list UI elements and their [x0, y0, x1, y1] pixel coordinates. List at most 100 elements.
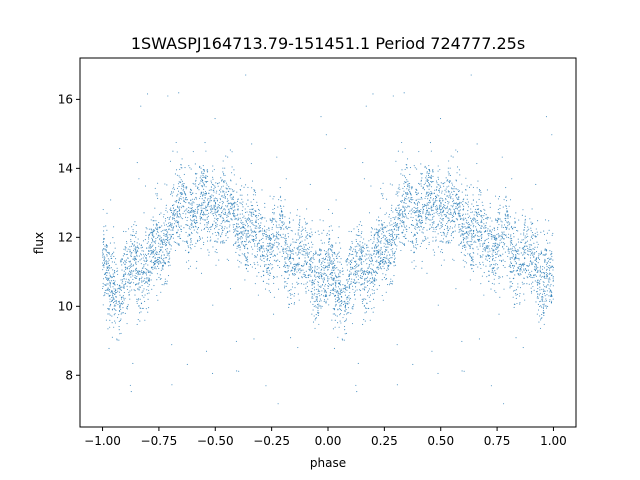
data-point — [481, 221, 483, 223]
data-point — [536, 297, 538, 299]
data-point — [441, 192, 443, 194]
data-point — [356, 289, 358, 291]
data-point — [482, 243, 484, 245]
data-point — [181, 191, 183, 194]
data-point — [378, 285, 380, 287]
data-point — [434, 231, 436, 233]
data-point — [295, 266, 297, 268]
data-point — [488, 255, 491, 257]
data-point — [395, 238, 397, 240]
data-point — [200, 192, 203, 194]
data-point — [179, 234, 181, 236]
data-point — [182, 197, 184, 199]
data-point — [184, 167, 186, 169]
data-point — [139, 312, 141, 314]
data-point — [192, 182, 194, 184]
data-point — [303, 272, 305, 274]
data-point — [317, 230, 319, 232]
data-point — [519, 247, 521, 249]
data-point — [112, 298, 114, 300]
data-point — [542, 271, 545, 274]
data-point — [429, 176, 432, 178]
data-point — [105, 244, 107, 246]
data-point — [213, 191, 215, 193]
data-point — [550, 295, 552, 297]
data-point — [244, 224, 247, 226]
data-point — [474, 235, 476, 237]
data-point — [506, 236, 508, 238]
data-point — [511, 252, 513, 254]
data-point — [182, 183, 184, 185]
data-point — [429, 170, 431, 172]
data-point — [269, 274, 271, 276]
data-point — [301, 226, 303, 228]
data-point — [432, 204, 434, 206]
data-point — [164, 280, 166, 283]
data-point — [440, 231, 442, 234]
data-point — [401, 141, 403, 144]
data-point — [441, 248, 443, 251]
data-point — [405, 215, 407, 217]
data-point — [380, 261, 382, 263]
data-point — [359, 221, 361, 223]
data-point — [267, 273, 269, 275]
data-point — [222, 171, 224, 173]
data-point — [531, 263, 533, 265]
data-point — [129, 274, 131, 276]
data-point — [297, 293, 299, 295]
data-point — [488, 245, 490, 247]
data-point — [425, 217, 427, 219]
data-point — [152, 249, 154, 251]
data-point — [328, 248, 330, 250]
data-point — [418, 202, 420, 204]
data-point — [104, 289, 106, 291]
data-point — [264, 202, 266, 205]
data-point — [233, 174, 235, 176]
data-point — [509, 281, 511, 283]
data-point — [477, 266, 479, 268]
data-point — [169, 257, 171, 259]
data-point — [378, 235, 380, 238]
data-point — [226, 206, 228, 208]
data-point — [185, 197, 187, 199]
data-point — [297, 268, 299, 270]
data-point — [468, 234, 470, 236]
data-point — [410, 213, 412, 215]
data-point — [260, 276, 262, 278]
data-point — [494, 274, 496, 276]
data-point — [282, 237, 284, 239]
data-point — [537, 293, 539, 295]
data-point — [232, 212, 234, 215]
data-point — [375, 247, 377, 249]
data-point — [212, 233, 214, 235]
data-point — [435, 197, 438, 199]
data-point — [478, 188, 481, 191]
data-point — [440, 197, 442, 199]
data-point — [236, 225, 238, 227]
data-point — [537, 297, 539, 299]
data-point — [359, 241, 361, 243]
data-point — [180, 215, 182, 217]
data-point — [463, 208, 465, 210]
data-point — [365, 286, 367, 288]
data-point — [424, 203, 426, 205]
data-point — [415, 207, 417, 209]
data-point — [309, 280, 311, 282]
data-point — [230, 197, 232, 199]
data-point — [459, 201, 461, 203]
data-point — [524, 258, 526, 260]
data-point — [469, 240, 471, 243]
data-point — [545, 116, 547, 118]
data-point — [221, 221, 223, 223]
data-point — [148, 278, 151, 280]
data-point — [498, 218, 500, 220]
data-point — [522, 347, 524, 349]
data-point — [180, 198, 183, 200]
data-point — [344, 310, 346, 313]
data-point — [432, 209, 434, 211]
data-point — [348, 278, 351, 280]
data-point — [151, 266, 153, 268]
data-point — [174, 214, 176, 216]
data-point — [171, 192, 173, 194]
